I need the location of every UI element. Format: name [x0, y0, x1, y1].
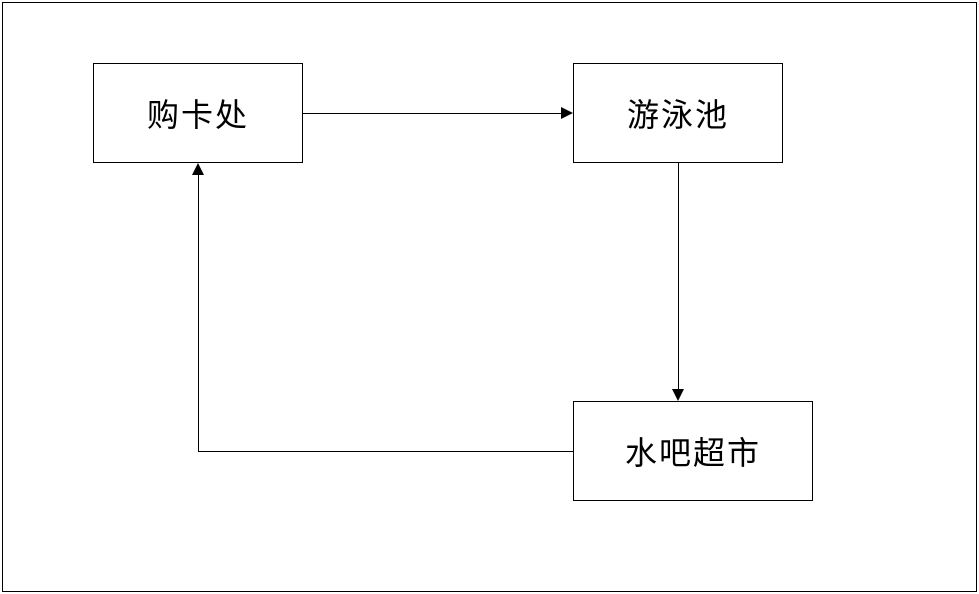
arrow-down-icon: [672, 389, 684, 401]
edge-card-to-pool: [303, 113, 561, 114]
arrow-up-icon: [192, 163, 204, 175]
edge-bar-to-card-v: [198, 175, 199, 452]
node-label: 水吧超市: [625, 428, 761, 474]
node-label: 购卡处: [147, 90, 249, 136]
arrow-right-icon: [561, 107, 573, 119]
edge-bar-to-card-h: [198, 451, 573, 452]
edge-pool-to-bar: [678, 163, 679, 389]
node-label: 游泳池: [627, 90, 729, 136]
node-bar-store: 水吧超市: [573, 401, 813, 501]
node-card-office: 购卡处: [93, 63, 303, 163]
node-pool: 游泳池: [573, 63, 783, 163]
diagram-frame: 购卡处 游泳池 水吧超市: [2, 2, 977, 592]
